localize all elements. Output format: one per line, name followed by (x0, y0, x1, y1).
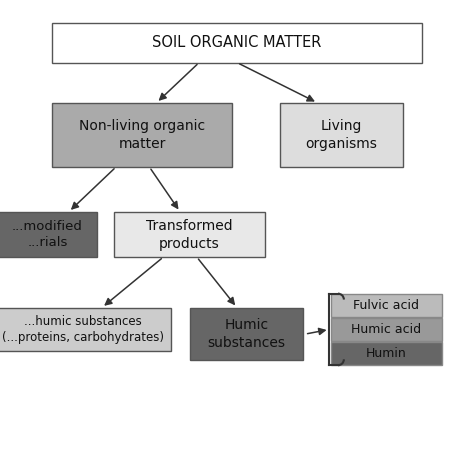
Text: Transformed
products: Transformed products (146, 219, 233, 251)
FancyBboxPatch shape (280, 103, 403, 167)
Text: Humic acid: Humic acid (351, 323, 421, 336)
FancyBboxPatch shape (331, 294, 442, 317)
Text: ...modified
...rials: ...modified ...rials (12, 220, 83, 249)
Text: Fulvic acid: Fulvic acid (353, 299, 419, 312)
FancyBboxPatch shape (0, 308, 171, 351)
Text: Humin: Humin (366, 346, 407, 360)
FancyBboxPatch shape (52, 23, 422, 63)
Text: Humic
substances: Humic substances (208, 318, 285, 350)
FancyBboxPatch shape (0, 212, 97, 257)
Text: SOIL ORGANIC MATTER: SOIL ORGANIC MATTER (152, 35, 322, 50)
FancyBboxPatch shape (52, 103, 232, 167)
Text: ...humic substances
(...proteins, carbohydrates): ...humic substances (...proteins, carboh… (2, 315, 164, 344)
FancyBboxPatch shape (114, 212, 265, 257)
Text: Living
organisms: Living organisms (305, 119, 377, 151)
FancyBboxPatch shape (190, 308, 303, 360)
Text: Non-living organic
matter: Non-living organic matter (79, 119, 205, 151)
FancyBboxPatch shape (331, 342, 442, 365)
FancyBboxPatch shape (331, 318, 442, 341)
